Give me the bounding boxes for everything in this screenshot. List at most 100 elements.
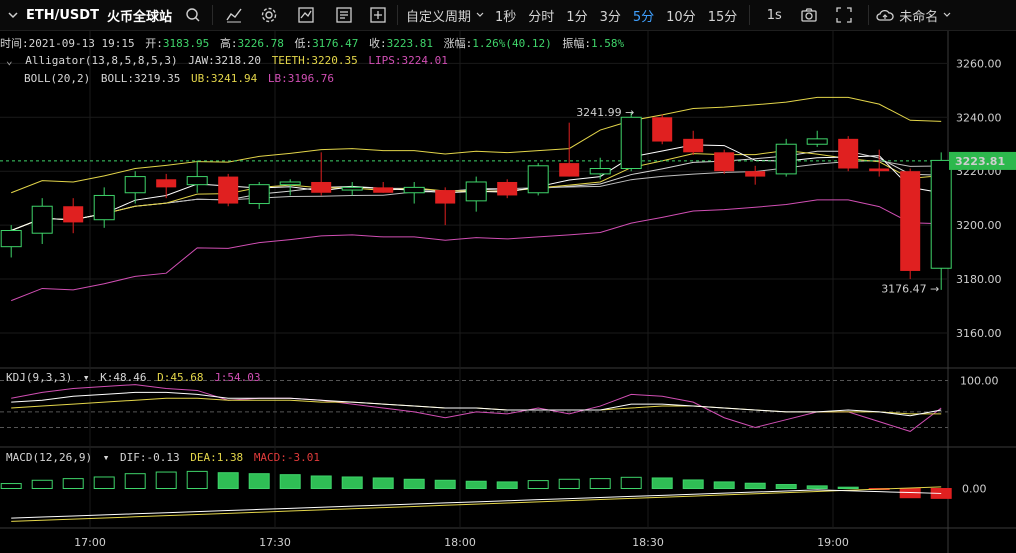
macd-bar: [620, 476, 642, 489]
period-tab[interactable]: 分时: [528, 0, 554, 30]
time-axis: 17:00 17:30 18:00 18:30 19:00: [74, 536, 849, 549]
price-axis: 3260.003240.003220.003200.003180.003160.…: [949, 57, 1016, 496]
layout-name: 未命名: [899, 9, 939, 25]
kdj-axis-label: 100.00: [960, 375, 999, 388]
macd-bar: [248, 473, 270, 489]
price-tick: 3260.00: [956, 57, 1002, 70]
candle-body-up: [341, 186, 363, 191]
macd-bar: [775, 484, 797, 489]
period-label: 1秒: [495, 9, 517, 25]
macd-bar: [93, 476, 115, 489]
kdj-name[interactable]: KDJ(9,3,3): [6, 371, 73, 384]
speed-button[interactable]: 1s: [754, 0, 794, 30]
speed-label: 1s: [766, 7, 782, 23]
kdj-info: KDJ(9,3,3) ▾ K:48.46 D:45.68 J:54.03: [6, 371, 264, 384]
period-tab[interactable]: 1秒: [495, 0, 516, 30]
layout-cloud-dropdown[interactable]: 未命名: [875, 0, 952, 30]
d-value: D:45.68: [157, 371, 204, 384]
jaw-value: JAW:3218.20: [188, 54, 262, 67]
macd-bar: [434, 479, 456, 490]
dropdown-arrow-icon[interactable]: ▾: [82, 371, 90, 384]
kdj-k-line: [11, 391, 942, 417]
candle-body-down: [559, 163, 580, 177]
symbol-selector[interactable]: ETH/USDT: [26, 0, 99, 30]
alligator-name[interactable]: Alligator(13,8,5,8,5,3): [25, 54, 178, 67]
macd-bar: [310, 475, 332, 490]
boll-info: BOLL(20,2) BOLL:3219.35 UB:3241.94 LB:31…: [24, 72, 338, 85]
period-tab-active[interactable]: 5分: [633, 0, 654, 30]
menu-arrow-icon[interactable]: [0, 0, 26, 30]
low-marker-label: 3176.47 →: [881, 283, 939, 296]
candle-body-up: [0, 230, 22, 248]
candle-body-up: [806, 138, 828, 145]
teeth-value: TEETH:3220.35: [271, 54, 358, 67]
label: 时间:: [0, 37, 29, 50]
alligator-info: ⌄ Alligator(13,8,5,8,5,3) JAW:3218.20 TE…: [6, 54, 452, 67]
macd-info: MACD(12,26,9) ▾ DIF:-0.13 DEA:1.38 MACD:…: [6, 451, 324, 464]
fullscreen-icon[interactable]: [824, 0, 864, 30]
settings-gear-icon[interactable]: [251, 0, 287, 30]
period-label: 1分: [566, 9, 588, 25]
candle-body-down: [218, 176, 239, 204]
period-tab[interactable]: 3分: [600, 0, 621, 30]
macd-pane: [0, 470, 952, 522]
macd-bar: [651, 477, 673, 490]
period-tab[interactable]: 1分: [566, 0, 587, 30]
candle-body-down: [373, 187, 394, 193]
period-tab[interactable]: 10分: [666, 0, 696, 30]
dif-value: DIF:-0.13: [119, 451, 180, 464]
candle-body-up: [589, 167, 611, 175]
period-tab[interactable]: 15分: [708, 0, 738, 30]
kdj-pane: [0, 380, 948, 432]
candle-body-up: [403, 186, 425, 194]
candle-body-down: [683, 138, 704, 153]
kdj-j-line: [11, 384, 942, 432]
label: 涨幅:: [443, 37, 473, 50]
macd-bar: [186, 470, 208, 489]
dropdown-arrow-icon[interactable]: ▾: [102, 451, 110, 464]
symbol-name: ETH/USDT: [26, 7, 99, 23]
period-label: 分时: [528, 9, 555, 25]
candle-body-down: [900, 171, 921, 271]
high-value: 3226.78: [237, 37, 284, 50]
time-tick: 18:00: [444, 536, 476, 549]
time-tick: 19:00: [817, 536, 849, 549]
collapse-arrow-icon[interactable]: ⌄: [6, 54, 13, 67]
value: 2021-09-13 19:15: [28, 37, 135, 50]
label: 低:: [294, 37, 313, 50]
candle-body-up: [186, 176, 208, 186]
boll-lower-line: [11, 199, 942, 302]
candle-body-up: [775, 143, 797, 175]
template-icon[interactable]: [325, 0, 363, 30]
price-tick: 3200.00: [956, 219, 1002, 232]
macd-bar: [589, 478, 611, 489]
candle-body-up: [527, 165, 549, 194]
candles: 3241.99 → 3176.47 →: [0, 106, 952, 296]
macd-bar: [496, 481, 518, 489]
indicator-icon[interactable]: [287, 0, 325, 30]
period-label: 15分: [707, 9, 738, 25]
boll-name[interactable]: BOLL(20,2): [24, 72, 91, 85]
lips-value: LIPS:3224.01: [368, 54, 448, 67]
macd-name[interactable]: MACD(12,26,9): [6, 451, 93, 464]
custom-period-dropdown[interactable]: 自定义周期: [406, 0, 485, 30]
time-tick: 17:30: [259, 536, 291, 549]
compare-icon[interactable]: [363, 0, 393, 30]
macd-bar: [31, 479, 53, 490]
macd-bar: [62, 478, 84, 489]
macd-bar: [806, 485, 828, 490]
macd-bar: [341, 476, 363, 489]
exchange-name[interactable]: 火币全球站: [107, 0, 172, 30]
macd-bar: [155, 471, 177, 489]
search-icon[interactable]: [178, 0, 208, 30]
macd-bar: [713, 481, 735, 489]
label: 振幅:: [562, 37, 592, 50]
camera-icon[interactable]: [794, 0, 824, 30]
candle-body-down: [714, 152, 735, 172]
chart-type-icon[interactable]: [217, 0, 251, 30]
candle-body-up: [31, 205, 53, 234]
macd-bar: [124, 473, 146, 489]
macd-bar: [0, 483, 22, 489]
